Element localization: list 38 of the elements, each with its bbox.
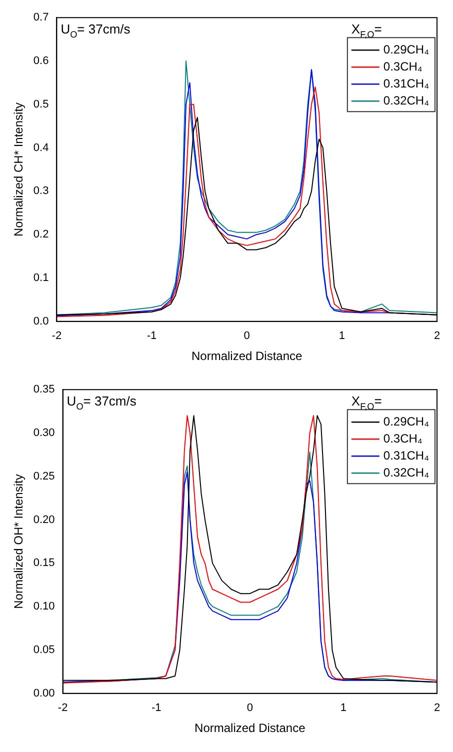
legend-label: 0.3CH₄ bbox=[383, 59, 422, 74]
legend-label: 0.3CH₄ bbox=[383, 431, 422, 446]
y-tick-label: 0.4 bbox=[33, 142, 49, 154]
x-tick-label: -2 bbox=[58, 702, 68, 714]
x-axis-title: Normalized Distance bbox=[194, 721, 306, 736]
x-axis-title: Normalized Distance bbox=[191, 349, 303, 364]
y-tick-label: 0.25 bbox=[33, 470, 55, 482]
x-tick-label: 2 bbox=[434, 702, 440, 714]
x-tick-label: 1 bbox=[340, 702, 347, 714]
y-tick-label: 0.1 bbox=[33, 272, 49, 284]
y-tick-label: 0.00 bbox=[33, 687, 55, 700]
y-tick-label: 0.7 bbox=[33, 12, 49, 24]
x-tick-label: 1 bbox=[338, 330, 345, 342]
y-axis-title: Normalized OH* Intensity bbox=[12, 474, 26, 609]
legend-label: 0.31CH₄ bbox=[383, 448, 430, 462]
x-tick-label: 0 bbox=[244, 330, 250, 342]
legend-label: 0.31CH₄ bbox=[383, 76, 430, 90]
legend-label: 0.32CH₄ bbox=[383, 465, 430, 480]
y-tick-label: 0.3 bbox=[33, 185, 49, 198]
legend-label: 0.29CH₄ bbox=[383, 414, 430, 428]
y-tick-label: 0.10 bbox=[33, 600, 55, 613]
x-tick-label: 2 bbox=[434, 330, 440, 342]
y-tick-label: 0.30 bbox=[33, 427, 55, 440]
legend-label: 0.32CH₄ bbox=[383, 93, 430, 108]
y-tick-label: 0.0 bbox=[33, 315, 49, 328]
x-tick-label: 0 bbox=[246, 702, 253, 714]
y-tick-label: 0.2 bbox=[33, 228, 49, 241]
x-tick-label: -2 bbox=[52, 330, 62, 342]
x-tick-label: -1 bbox=[151, 702, 162, 714]
x-tick-label: -1 bbox=[146, 330, 157, 342]
y-axis-title: Normalized CH* Intensity bbox=[12, 102, 26, 237]
legend-label: 0.29CH₄ bbox=[383, 42, 430, 56]
y-tick-label: 0.20 bbox=[33, 514, 55, 526]
y-tick-label: 0.35 bbox=[33, 384, 55, 396]
y-tick-label: 0.6 bbox=[33, 55, 49, 68]
y-tick-label: 0.05 bbox=[33, 644, 55, 656]
y-tick-label: 0.5 bbox=[33, 98, 49, 110]
y-tick-label: 0.15 bbox=[33, 557, 55, 570]
